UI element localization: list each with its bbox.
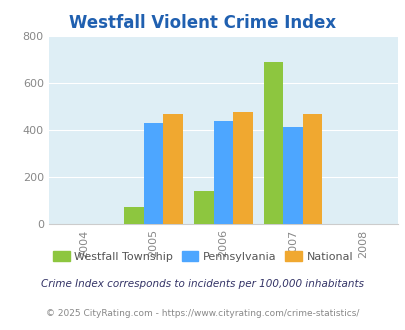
Bar: [283, 127, 302, 224]
Bar: [302, 115, 322, 224]
Bar: [143, 123, 163, 224]
Text: © 2025 CityRating.com - https://www.cityrating.com/crime-statistics/: © 2025 CityRating.com - https://www.city…: [46, 309, 359, 318]
Text: Crime Index corresponds to incidents per 100,000 inhabitants: Crime Index corresponds to incidents per…: [41, 279, 364, 289]
Bar: [263, 62, 283, 224]
Text: Westfall Violent Crime Index: Westfall Violent Crime Index: [69, 14, 336, 32]
Bar: [213, 121, 232, 224]
Bar: [194, 191, 213, 224]
Bar: [163, 115, 182, 224]
Bar: [232, 112, 252, 224]
Bar: [124, 207, 143, 224]
Legend: Westfall Township, Pennsylvania, National: Westfall Township, Pennsylvania, Nationa…: [48, 247, 357, 266]
